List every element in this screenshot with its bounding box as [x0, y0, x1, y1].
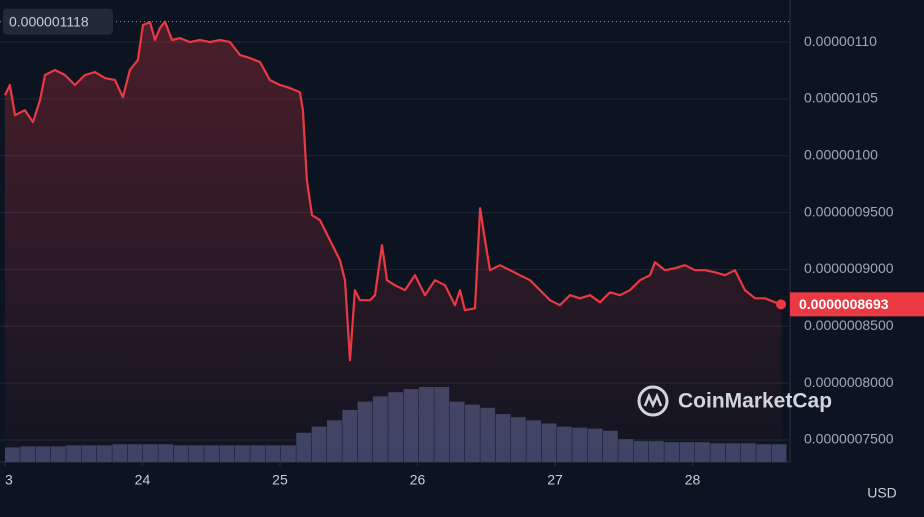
x-tick-label: 3 [5, 472, 13, 488]
x-tick-label: 25 [272, 472, 288, 488]
watermark-logo [637, 385, 669, 417]
x-tick-label: 24 [135, 472, 151, 488]
currency-label: USD [867, 485, 897, 501]
y-tick-label: 0.0000009000 [804, 260, 894, 276]
x-tick-label: 26 [410, 472, 426, 488]
price-tag-label: 0.0000008693 [799, 296, 889, 312]
y-tick-label: 0.0000007500 [804, 431, 894, 447]
x-tick-label: 27 [547, 472, 563, 488]
price-line [4, 20, 782, 362]
high-label-box [3, 8, 113, 35]
high-label: 0.000001118 [9, 13, 89, 29]
x-tick-label: 28 [685, 472, 701, 488]
y-tick-label: 0.0000008500 [804, 317, 894, 333]
y-tick-label: 0.0000009500 [804, 203, 894, 219]
watermark: CoinMarketCap [678, 390, 832, 413]
y-tick-label: 0.00000100 [804, 146, 878, 162]
y-tick-label: 0.00000105 [804, 90, 878, 106]
y-tick-label: 0.0000008000 [804, 374, 894, 390]
last-point [776, 299, 787, 310]
price-tag [790, 292, 924, 317]
y-tick-label: 0.00000110 [804, 33, 877, 49]
area [4, 21, 782, 462]
